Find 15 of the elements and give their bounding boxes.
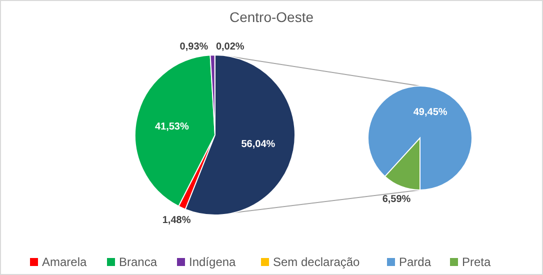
data-label: 41,53% — [154, 121, 189, 132]
pie-slice — [368, 86, 472, 190]
data-label: 0,93% — [180, 42, 208, 52]
legend-label: Parda — [399, 255, 432, 270]
legend-label: Branca — [119, 255, 158, 270]
legend-label: Preta — [462, 255, 492, 270]
data-label: 49,45% — [413, 106, 448, 118]
chart-title: Centro-Oeste — [229, 9, 314, 25]
data-label: 1,48% — [162, 215, 191, 226]
legend-label: Amarela — [42, 255, 88, 270]
data-label: 0,02% — [216, 42, 244, 52]
data-label: 56,04% — [241, 138, 276, 150]
data-label: 6,59% — [382, 194, 411, 206]
legend-label: Sem declaração — [273, 255, 360, 270]
legend-label: Indígena — [189, 255, 236, 270]
